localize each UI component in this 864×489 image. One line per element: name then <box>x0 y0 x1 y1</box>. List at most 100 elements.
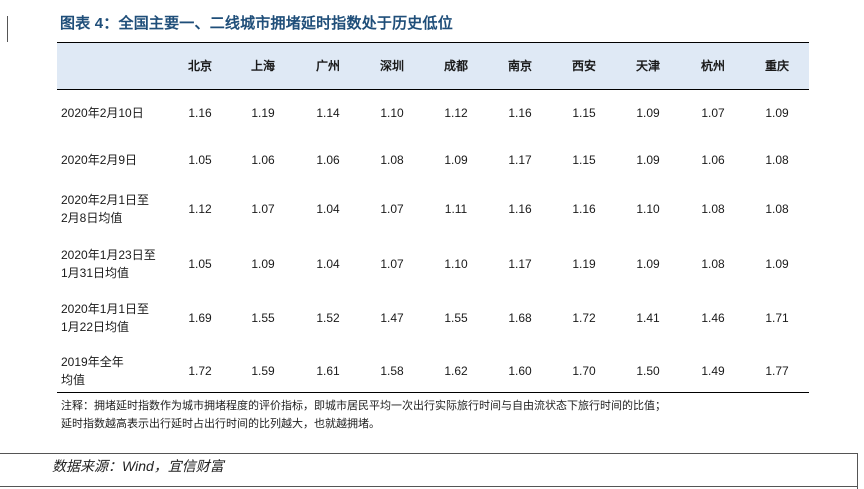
table-cell: 1.12 <box>188 202 212 216</box>
table-cell: 1.62 <box>444 364 468 378</box>
table-header-row: 北京 上海 广州 深圳 成都 南京 西安 天津 杭州 重庆 <box>57 43 809 90</box>
table-cell: 1.12 <box>444 106 468 120</box>
table-cell: 1.17 <box>508 257 532 271</box>
table-row: 2020年2月10日 1.16 1.19 1.14 1.10 1.12 1.16 1.15 1.… <box>57 98 809 128</box>
table-cell: 1.05 <box>188 257 212 271</box>
table-cell: 1.59 <box>251 364 275 378</box>
row-label-line: 1月31日均值 <box>61 266 130 280</box>
table-cell: 1.04 <box>316 202 340 216</box>
table-cell: 1.10 <box>380 106 404 120</box>
table-cell: 1.50 <box>636 364 660 378</box>
table-row: 2019年全年 均值 1.72 1.59 1.61 1.58 1.62 1.60 1.70 1.5… <box>57 349 809 393</box>
table-cell: 1.07 <box>251 202 275 216</box>
table-cell: 1.04 <box>316 257 340 271</box>
table-cell: 1.09 <box>636 257 660 271</box>
table-cell: 1.17 <box>508 153 532 167</box>
row-label: 2020年2月1日至 2月8日均值 <box>61 191 171 227</box>
table-cell: 1.41 <box>636 311 660 325</box>
data-table: 北京 上海 广州 深圳 成都 南京 西安 天津 杭州 重庆 2020年2月10日 1.16 1.19 1… <box>57 42 809 393</box>
table-cell: 1.07 <box>380 257 404 271</box>
table-cell: 1.16 <box>188 106 212 120</box>
source-divider <box>0 453 858 454</box>
table-cell: 1.19 <box>572 257 596 271</box>
table-cell: 1.05 <box>188 153 212 167</box>
table-cell: 1.09 <box>251 257 275 271</box>
table-cell: 1.72 <box>188 364 212 378</box>
table-cell: 1.52 <box>316 311 340 325</box>
table-cell: 1.16 <box>508 106 532 120</box>
table-cell: 1.10 <box>444 257 468 271</box>
header-city: 天津 <box>635 59 660 73</box>
table-note: 注释：拥堵延时指数作为城市拥堵程度的评价指标，即城市居民平均一次出行实际旅行时间… <box>61 397 666 433</box>
row-label-line: 1月22日均值 <box>61 320 130 334</box>
table-cell: 1.06 <box>316 153 340 167</box>
row-label-line: 2020年2月1日至 <box>61 193 150 207</box>
table-cell: 1.19 <box>251 106 275 120</box>
table-cell: 1.61 <box>316 364 340 378</box>
header-city: 广州 <box>315 59 340 73</box>
table-cell: 1.07 <box>701 106 725 120</box>
row-label-line: 2020年2月9日 <box>61 153 138 167</box>
table-row: 2020年2月9日 1.05 1.06 1.06 1.08 1.09 1.17 1.15 1.0… <box>57 145 809 175</box>
table-cell: 1.16 <box>572 202 596 216</box>
table-cell: 1.47 <box>380 311 404 325</box>
table-cell: 1.72 <box>572 311 596 325</box>
table-row: 2020年2月1日至 2月8日均值 1.12 1.07 1.04 1.07 1.11 1.16… <box>57 187 809 231</box>
note-line-1: 注释：拥堵延时指数作为城市拥堵程度的评价指标，即城市居民平均一次出行实际旅行时间… <box>61 400 666 412</box>
table-cell: 1.55 <box>251 311 275 325</box>
table-row: 2020年1月23日至 1月31日均值 1.05 1.09 1.04 1.07 1.10 1.… <box>57 242 809 286</box>
row-label: 2019年全年 均值 <box>61 353 171 389</box>
bottom-divider <box>0 486 858 487</box>
frame-right-border <box>857 453 858 489</box>
row-label-line: 2020年1月1日至 <box>61 302 150 316</box>
header-city: 重庆 <box>764 59 789 73</box>
table-cell: 1.49 <box>701 364 725 378</box>
table-cell: 1.71 <box>765 311 789 325</box>
row-label: 2020年2月10日 <box>61 104 171 122</box>
table-row: 2020年1月1日至 1月22日均值 1.69 1.55 1.52 1.47 1.55 1.6… <box>57 296 809 340</box>
header-city: 成都 <box>443 59 468 73</box>
table-cell: 1.55 <box>444 311 468 325</box>
table-cell: 1.16 <box>508 202 532 216</box>
header-city: 上海 <box>250 59 275 73</box>
table-cell: 1.15 <box>572 106 596 120</box>
row-label: 2020年1月1日至 1月22日均值 <box>61 300 171 336</box>
header-city: 杭州 <box>700 59 725 73</box>
row-label-line: 2020年1月23日至 <box>61 248 156 262</box>
figure-title: 图表 4：全国主要一、二线城市拥堵延时指数处于历史低位 <box>60 15 453 32</box>
table-cell: 1.09 <box>636 153 660 167</box>
table-cell: 1.10 <box>636 202 660 216</box>
note-line-2: 延时指数越高表示出行延时占出行时间的比列越大，也就越拥堵。 <box>61 418 380 430</box>
table-cell: 1.14 <box>316 106 340 120</box>
row-label-line: 均值 <box>61 373 86 387</box>
table-cell: 1.09 <box>444 153 468 167</box>
table-cell: 1.15 <box>572 153 596 167</box>
table-cell: 1.68 <box>508 311 532 325</box>
table-cell: 1.08 <box>765 153 789 167</box>
table-cell: 1.60 <box>508 364 532 378</box>
row-label-line: 2月8日均值 <box>61 211 123 225</box>
table-cell: 1.46 <box>701 311 725 325</box>
table-cell: 1.08 <box>380 153 404 167</box>
table-cell: 1.08 <box>765 202 789 216</box>
table-cell: 1.06 <box>701 153 725 167</box>
row-label-line: 2020年2月10日 <box>61 106 144 120</box>
header-city: 西安 <box>571 59 596 73</box>
row-label-line: 2019年全年 <box>61 355 124 369</box>
table-cell: 1.09 <box>765 106 789 120</box>
table-cell: 1.08 <box>701 257 725 271</box>
row-label: 2020年2月9日 <box>61 151 171 169</box>
table-body: 2020年2月10日 1.16 1.19 1.14 1.10 1.12 1.16 1.15 1.… <box>57 90 809 392</box>
table-cell: 1.09 <box>765 257 789 271</box>
row-label: 2020年1月23日至 1月31日均值 <box>61 246 171 282</box>
table-cell: 1.69 <box>188 311 212 325</box>
table-cell: 1.11 <box>444 202 468 216</box>
header-city: 南京 <box>507 59 532 73</box>
header-city: 北京 <box>187 59 212 73</box>
table-cell: 1.58 <box>380 364 404 378</box>
table-cell: 1.77 <box>765 364 789 378</box>
table-cell: 1.09 <box>636 106 660 120</box>
table-cell: 1.07 <box>380 202 404 216</box>
table-cell: 1.06 <box>251 153 275 167</box>
data-source: 数据来源：Wind，宜信财富 <box>52 458 224 474</box>
